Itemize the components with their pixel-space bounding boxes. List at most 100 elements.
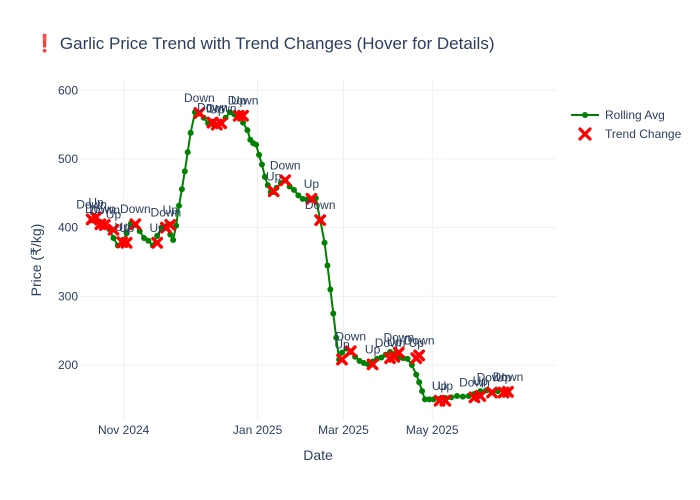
trend-change-series[interactable] — [85, 107, 514, 407]
rolling-avg-point[interactable] — [258, 161, 265, 168]
trend-change-marker[interactable] — [502, 385, 514, 398]
trend-annotation-label: Down — [270, 158, 301, 172]
rolling-avg-point[interactable] — [154, 232, 161, 239]
rolling-avg-point[interactable] — [333, 334, 340, 341]
trend-change-marker[interactable] — [392, 346, 405, 359]
legend-x-marker-icon — [578, 127, 592, 141]
legend-item-trend-change[interactable]: Trend Change — [578, 127, 682, 141]
trend-change-marker[interactable] — [98, 219, 111, 231]
rolling-avg-point[interactable] — [295, 192, 302, 199]
trend-change-marker[interactable] — [366, 358, 379, 371]
y-axis-ticks: 200 300 400 500 600 — [58, 83, 78, 372]
trend-change-marker[interactable] — [474, 390, 487, 402]
trend-annotation-label: Down — [335, 329, 366, 343]
trend-change-marker[interactable] — [215, 117, 228, 130]
rolling-avg-point[interactable] — [145, 237, 152, 244]
y-axis-title: Price (₹/kg) — [28, 224, 44, 297]
rolling-avg-point[interactable] — [261, 173, 268, 180]
legend[interactable]: Rolling Avg Trend Change — [571, 108, 682, 141]
trend-change-marker[interactable] — [336, 353, 348, 366]
grid-lines — [80, 80, 556, 420]
legend-label-trend-change: Trend Change — [605, 127, 682, 141]
trend-annotation-label: Down — [89, 203, 120, 217]
x-tick-label: Nov 2024 — [98, 423, 150, 437]
legend-item-rolling-avg[interactable]: Rolling Avg — [571, 108, 665, 122]
rolling-avg-point[interactable] — [175, 202, 182, 209]
trend-change-marker[interactable] — [413, 349, 426, 362]
rolling-avg-point[interactable] — [321, 239, 328, 246]
rolling-avg-point[interactable] — [167, 231, 174, 238]
trend-annotation-label: Down — [197, 101, 228, 115]
trend-change-marker[interactable] — [237, 109, 249, 122]
y-tick-label: 500 — [58, 152, 78, 166]
rolling-avg-point[interactable] — [170, 237, 177, 244]
rolling-avg-point[interactable] — [421, 396, 428, 403]
x-axis-title: Date — [303, 447, 333, 463]
trend-change-marker[interactable] — [279, 174, 292, 187]
y-tick-label: 400 — [58, 221, 78, 235]
trend-change-marker[interactable] — [439, 394, 452, 407]
trend-change-marker[interactable] — [486, 386, 498, 399]
rolling-avg-point[interactable] — [413, 371, 420, 378]
rolling-avg-point[interactable] — [459, 393, 466, 400]
rolling-avg-point[interactable] — [123, 230, 130, 237]
trend-annotation-label: Up — [106, 208, 122, 222]
rolling-avg-point[interactable] — [141, 234, 148, 241]
trend-annotation-label: Down — [76, 197, 107, 211]
rolling-avg-point[interactable] — [324, 262, 331, 269]
trend-annotation-label: Up — [409, 336, 425, 350]
rolling-avg-point[interactable] — [454, 392, 461, 399]
rolling-avg-point[interactable] — [240, 119, 247, 126]
rolling-avg-point[interactable] — [184, 149, 191, 156]
rolling-avg-point[interactable] — [178, 186, 185, 193]
rolling-avg-point[interactable] — [187, 129, 194, 136]
trend-change-marker[interactable] — [344, 345, 357, 358]
rolling-avg-point[interactable] — [339, 349, 346, 356]
rolling-avg-point[interactable] — [244, 127, 251, 134]
rolling-avg-point[interactable] — [408, 362, 415, 369]
trend-annotation-label: Down — [151, 206, 182, 220]
rolling-avg-point[interactable] — [253, 141, 260, 148]
trend-annotation-label: Up — [209, 103, 225, 117]
rolling-avg-point[interactable] — [110, 234, 117, 241]
rolling-avg-point[interactable] — [419, 388, 426, 395]
trend-change-marker[interactable] — [90, 211, 102, 224]
trend-change-marker[interactable] — [120, 236, 133, 249]
y-tick-label: 600 — [58, 83, 78, 97]
trend-change-marker[interactable] — [305, 192, 318, 205]
trend-change-marker[interactable] — [129, 218, 142, 231]
rolling-avg-point[interactable] — [426, 396, 433, 403]
rolling-avg-point[interactable] — [181, 168, 188, 175]
rolling-avg-point[interactable] — [416, 379, 423, 386]
rolling-avg-line[interactable] — [91, 111, 509, 401]
trend-annotation-label: Down — [305, 198, 336, 212]
trend-annotations: DownUpDownDownUpUpUpDownUpDownUpDownDown… — [76, 91, 523, 393]
trend-change-marker[interactable] — [193, 107, 206, 119]
trend-change-marker[interactable] — [164, 219, 177, 231]
trend-change-marker[interactable] — [314, 214, 327, 227]
trend-annotation-label: Up — [387, 335, 403, 349]
trend-annotation-label: Up — [149, 221, 165, 235]
x-tick-label: Jan 2025 — [233, 423, 283, 437]
rolling-avg-point[interactable] — [404, 355, 411, 362]
rolling-avg-point[interactable] — [327, 286, 334, 293]
y-tick-label: 300 — [58, 289, 78, 303]
x-tick-label: Mar 2025 — [318, 423, 369, 437]
trend-annotation-label: Up — [88, 195, 104, 209]
trend-annotation-label: Up — [334, 338, 350, 352]
rolling-avg-point[interactable] — [378, 354, 385, 361]
y-tick-label: 200 — [58, 358, 78, 372]
trend-annotation-label: Up — [119, 221, 135, 235]
rolling-avg-point[interactable] — [256, 151, 263, 158]
trend-change-marker[interactable] — [107, 223, 120, 236]
rolling-avg-point[interactable] — [330, 310, 337, 317]
trend-change-marker[interactable] — [267, 185, 280, 198]
trend-annotation-label: Up — [496, 371, 512, 385]
rolling-avg-point[interactable] — [136, 228, 143, 235]
legend-label-rolling-avg: Rolling Avg — [605, 108, 665, 122]
trend-change-marker[interactable] — [151, 236, 164, 249]
rolling-avg-series[interactable] — [88, 109, 511, 403]
rolling-avg-point[interactable] — [290, 186, 297, 193]
trend-annotation-label: Down — [493, 370, 524, 384]
